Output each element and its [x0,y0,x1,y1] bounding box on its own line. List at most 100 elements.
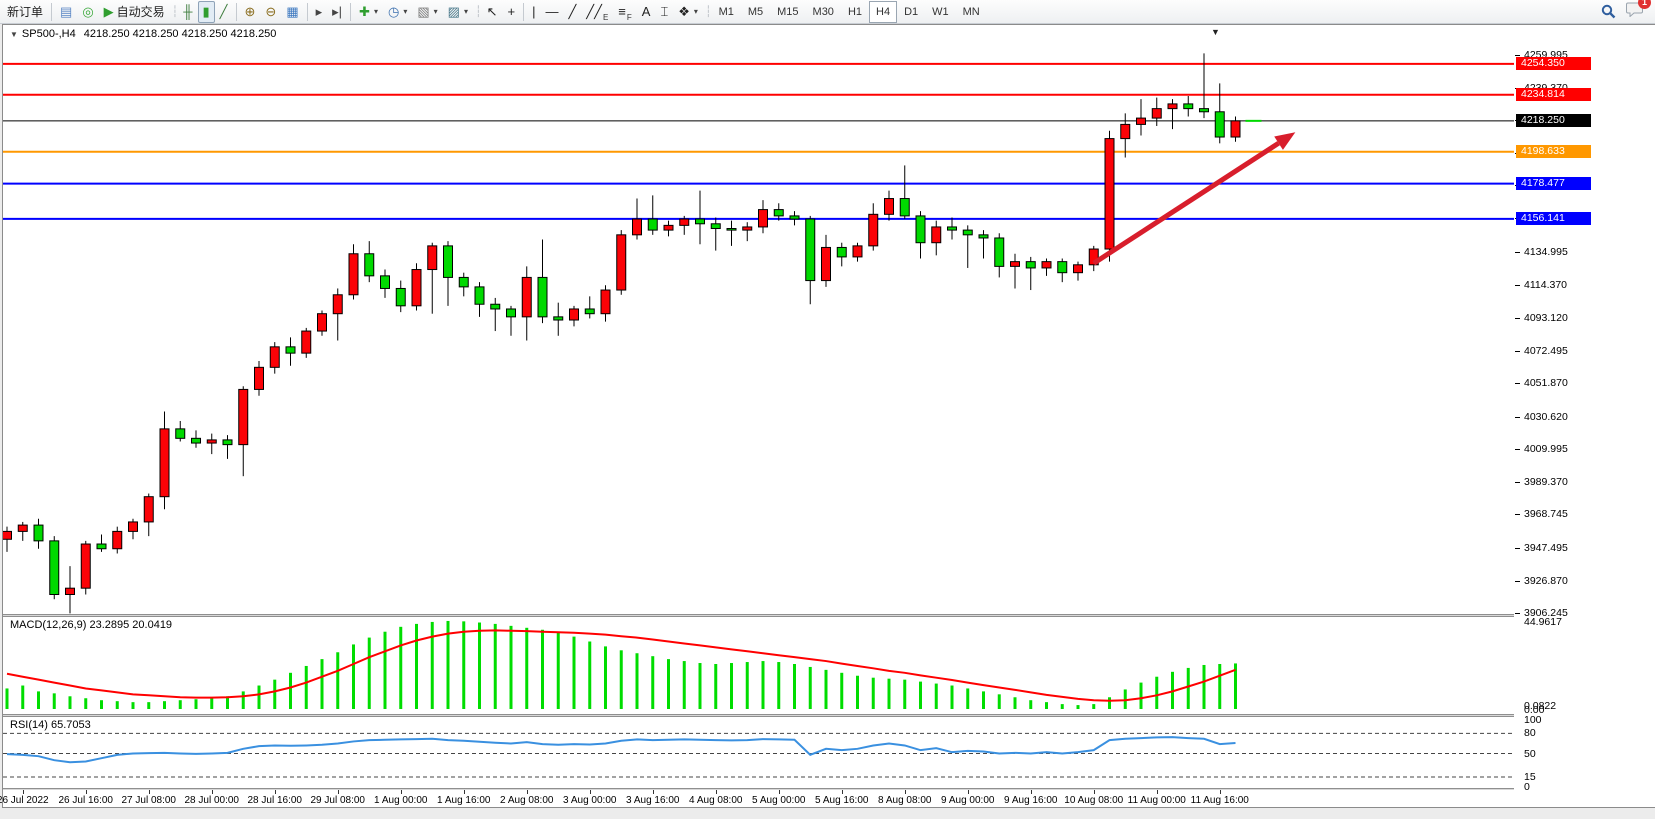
timeframe-w1[interactable]: W1 [925,1,956,23]
price-tick-mark [1515,547,1520,549]
arrows-icon: ❖ [678,4,690,19]
data-window-icon: ▤ [60,4,73,19]
time-tick-mark [400,790,402,794]
rsi-plot-svg[interactable] [3,717,1514,788]
periods-button[interactable]: ◷ ▾ [383,1,412,23]
bar-chart-type-button[interactable]: ╫ [178,1,197,23]
new-order-button-label: 新订单 [7,5,44,19]
main-chart-pane[interactable]: ▼ SP500-,H4 4218.250 4218.250 4218.250 421… [3,25,1514,614]
price-tick-mark [1515,613,1520,615]
time-tick-mark [211,790,213,794]
rsi-scale-label: 50 [1524,747,1536,760]
icon-modifier-letter: E [602,12,609,22]
toolbar-grip[interactable]: ┆ [474,6,481,18]
zoom-in-button[interactable]: ⊕ [240,1,261,23]
price-tick-label: 4072.495 [1524,344,1568,357]
price-tick-label: 3989.370 [1524,475,1568,488]
new-chart-button[interactable]: ✚ ▾ [354,1,383,23]
equidistant-channel-button[interactable]: ╱╱ E [581,1,613,23]
price-tick-label: 4114.370 [1524,278,1568,291]
arrows-button[interactable]: ❖ ▾ [673,1,703,23]
timeframe-m1[interactable]: M1 [712,1,741,23]
fibonacci-button[interactable]: ≡ F [613,1,636,23]
line-chart-type-icon: ╱ [219,4,228,19]
chart-shift-button[interactable]: ▸| [327,1,347,23]
price-tick-mark [1515,514,1520,516]
time-axis-label: 4 Aug 08:00 [689,795,743,806]
horizontal-line-button[interactable]: — [540,1,563,23]
cursor-button[interactable]: ↖ [482,1,503,23]
time-tick-mark [589,790,591,794]
toolbar-separator [235,2,237,21]
timeframe-mn[interactable]: MN [956,1,987,23]
macd-pane[interactable]: MACD(12,26,9) 23.2895 20.0419 [3,617,1514,714]
horizontal-line-icon: — [545,4,559,19]
time-axis-label: 3 Aug 16:00 [626,795,680,806]
price-tick-label: 4093.120 [1524,312,1568,325]
toolbar-grip[interactable]: ┆ [171,6,178,18]
timeframe-h1-label: H1 [847,5,862,18]
price-tag: 4254.350 [1516,56,1591,70]
trendline-button[interactable]: ╱ [563,1,581,23]
chart-symbol-timeframe: SP500-,H4 [21,28,76,40]
new-order-button[interactable]: 新订单 [2,1,48,23]
vertical-line-button[interactable]: | [527,1,540,23]
time-tick-mark [274,790,276,794]
new-chart-icon: ✚ [359,4,370,19]
timeframe-d1-label: D1 [904,5,919,18]
time-axis-label: 3 Aug 00:00 [563,795,617,806]
toolbar: 新订单 ▤ ◎ ▶ 自动交易 ┆ ╫ ▮ ╱ ⊕ ⊖ ▦ ▸ ▸| ✚ ▾ ◷ ▾ ▧ ▾ ▨ ▾ ┆ ↖ + | — ╱ ╱╱ E ≡ F A… [0,0,1655,24]
toolbar-separator [51,2,53,21]
rsi-pane[interactable]: RSI(14) 65.7053 [3,717,1514,788]
text-label-button[interactable]: ⌶ [655,1,673,23]
chart-window: ▼ SP500-,H4 4218.250 4218.250 4218.250 421… [0,24,1655,808]
signals-button[interactable]: ◎ [77,1,98,23]
candle-chart-type-button[interactable]: ▮ [197,0,215,23]
vertical-line-icon: | [532,4,536,19]
time-axis[interactable]: 26 Jul 2022 26 Jul 16:00 27 Jul 08:00 28 Ju… [0,790,1514,807]
pane-separator[interactable] [3,614,1514,617]
timeframe-h1[interactable]: H1 [841,1,869,23]
price-tick-label: 4134.995 [1524,246,1568,259]
macd-plot-svg[interactable] [3,617,1514,714]
data-window-button[interactable]: ▤ [55,1,77,23]
crosshair-button[interactable]: + [502,1,520,23]
main-plot-svg[interactable] [3,25,1514,614]
toolbar-grip[interactable]: ┆ [704,6,711,18]
timeframe-m15[interactable]: M15 [770,1,805,23]
time-axis-label: 26 Jul 16:00 [58,795,114,806]
price-tick-label: 3906.245 [1524,607,1568,620]
pane-separator[interactable] [3,714,1514,717]
price-tag: 4218.250 [1516,113,1591,127]
auto-scroll-button[interactable]: ▸ [311,1,328,23]
tile-windows-button[interactable]: ▦ [281,1,303,23]
cursor-icon: ↖ [486,4,498,19]
periods-clock-icon: ◷ [387,4,400,19]
search-icon[interactable] [1601,4,1616,19]
text-button[interactable]: A [637,1,656,23]
timeframe-m30[interactable]: M30 [806,1,841,23]
price-tick-label: 4030.620 [1524,410,1568,423]
timeframe-h4[interactable]: H4 [869,0,898,23]
chart-style-button[interactable]: ▨ ▾ [443,1,473,23]
zoom-in-icon: ⊕ [244,4,256,19]
line-chart-type-button[interactable]: ╱ [215,1,233,23]
toolbar-separator [306,2,308,21]
timeframe-m5[interactable]: M5 [741,1,770,23]
collapse-triangle-icon[interactable]: ▼ [10,30,18,39]
text-label-icon: ⌶ [660,4,669,19]
timeframe-d1[interactable]: D1 [897,1,925,23]
price-scale[interactable]: 4259.9954239.3704218.7454198.1204177.495… [1515,25,1655,807]
chart-shift-marker[interactable]: ▼ [1211,27,1220,37]
autotrading-button[interactable]: ▶ 自动交易 [99,1,170,23]
time-tick-mark [85,790,87,794]
time-axis-label: 5 Aug 00:00 [752,795,806,806]
zoom-out-button[interactable]: ⊖ [260,1,281,23]
time-axis-label: 9 Aug 16:00 [1004,795,1058,806]
time-axis-label: 5 Aug 16:00 [815,795,869,806]
chat-button[interactable]: 1 [1626,0,1651,22]
candle-chart-type-icon: ▮ [202,4,210,19]
toolbar-items: 新订单 ▤ ◎ ▶ 自动交易 ┆ ╫ ▮ ╱ ⊕ ⊖ ▦ ▸ ▸| ✚ ▾ ◷ ▾ ▧ ▾ ▨ ▾ ┆ ↖ + | — ╱ ╱╱ E ≡ F A… [2,0,987,23]
price-tick-mark [1515,284,1520,286]
templates-button[interactable]: ▧ ▾ [412,1,442,23]
